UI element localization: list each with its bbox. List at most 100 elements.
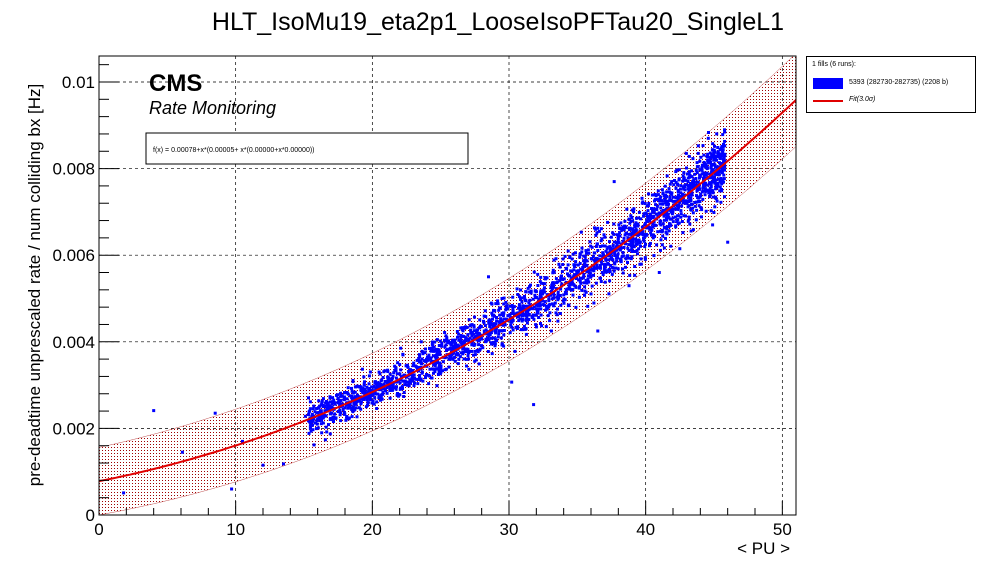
data-point	[650, 233, 653, 237]
data-point	[524, 312, 528, 316]
data-point	[396, 361, 400, 365]
data-point	[661, 234, 665, 238]
data-point	[556, 293, 560, 297]
data-point	[467, 349, 471, 353]
data-point	[558, 265, 562, 269]
data-point	[692, 183, 696, 187]
data-point	[574, 285, 578, 289]
data-point	[533, 293, 537, 297]
data-point	[395, 372, 399, 376]
data-point	[378, 388, 382, 392]
data-point	[722, 177, 726, 181]
data-point	[579, 230, 583, 234]
data-point	[629, 232, 633, 236]
data-point	[470, 343, 474, 347]
data-point	[647, 192, 650, 196]
data-point	[492, 313, 496, 317]
data-point	[617, 241, 621, 245]
data-point	[519, 288, 523, 292]
data-point	[613, 254, 617, 258]
data-point	[388, 396, 392, 400]
data-point	[561, 299, 565, 303]
data-point	[547, 299, 551, 303]
data-point	[511, 295, 515, 299]
data-point	[665, 227, 669, 231]
data-point	[669, 217, 673, 221]
data-point	[665, 216, 668, 220]
data-point	[636, 239, 640, 243]
data-point	[417, 376, 421, 379]
rate-monitoring-label: Rate Monitoring	[149, 98, 276, 118]
data-point	[559, 303, 563, 307]
data-point	[707, 188, 710, 192]
data-point	[627, 249, 631, 252]
data-point	[556, 307, 559, 311]
data-point	[394, 376, 398, 380]
data-point	[586, 277, 590, 281]
data-point	[648, 219, 652, 223]
data-point	[428, 346, 431, 350]
data-point	[695, 194, 698, 198]
data-point	[697, 195, 701, 199]
data-point	[584, 290, 588, 294]
data-point	[180, 450, 184, 454]
data-point	[454, 343, 458, 347]
data-point	[597, 229, 601, 233]
data-point	[361, 391, 365, 395]
data-point	[589, 268, 593, 272]
data-point	[492, 340, 495, 344]
data-point	[691, 211, 695, 215]
data-point	[624, 257, 628, 261]
data-point	[684, 183, 688, 187]
data-point	[451, 338, 454, 342]
data-point	[409, 381, 412, 385]
data-point	[684, 178, 687, 182]
data-point	[444, 343, 448, 347]
data-point	[604, 249, 608, 253]
data-point	[435, 361, 439, 364]
data-point	[568, 274, 572, 278]
data-point	[354, 406, 358, 410]
data-point	[566, 263, 570, 267]
data-point	[637, 216, 641, 220]
data-point	[510, 304, 514, 307]
data-point	[495, 316, 498, 319]
data-point	[457, 338, 461, 342]
data-point	[350, 415, 354, 419]
data-point	[592, 301, 596, 305]
data-point	[568, 287, 571, 291]
data-point	[650, 228, 654, 232]
data-point	[670, 180, 674, 184]
data-point	[328, 404, 332, 408]
data-point	[722, 173, 726, 177]
data-point	[377, 370, 381, 374]
data-point	[666, 201, 670, 205]
data-point	[309, 429, 313, 433]
data-point	[674, 200, 678, 203]
data-point	[361, 387, 365, 391]
data-point	[712, 151, 716, 155]
data-point	[381, 392, 385, 396]
data-point	[656, 189, 660, 193]
data-point	[460, 326, 464, 330]
data-point	[308, 407, 312, 411]
data-point	[625, 207, 629, 211]
data-point	[525, 313, 529, 317]
data-point	[612, 240, 616, 244]
data-point	[397, 394, 400, 398]
data-point	[342, 398, 346, 402]
data-point	[679, 212, 683, 216]
data-point	[303, 414, 307, 418]
data-point	[497, 308, 501, 312]
data-point	[687, 154, 691, 158]
data-point	[686, 219, 690, 223]
data-point	[614, 266, 618, 270]
data-point	[629, 257, 633, 261]
data-point	[429, 356, 433, 360]
data-point	[496, 335, 500, 339]
data-point	[681, 179, 685, 183]
data-point	[633, 273, 637, 277]
data-point	[702, 174, 706, 178]
data-point	[391, 382, 395, 386]
x-tick-label: 40	[636, 520, 655, 539]
